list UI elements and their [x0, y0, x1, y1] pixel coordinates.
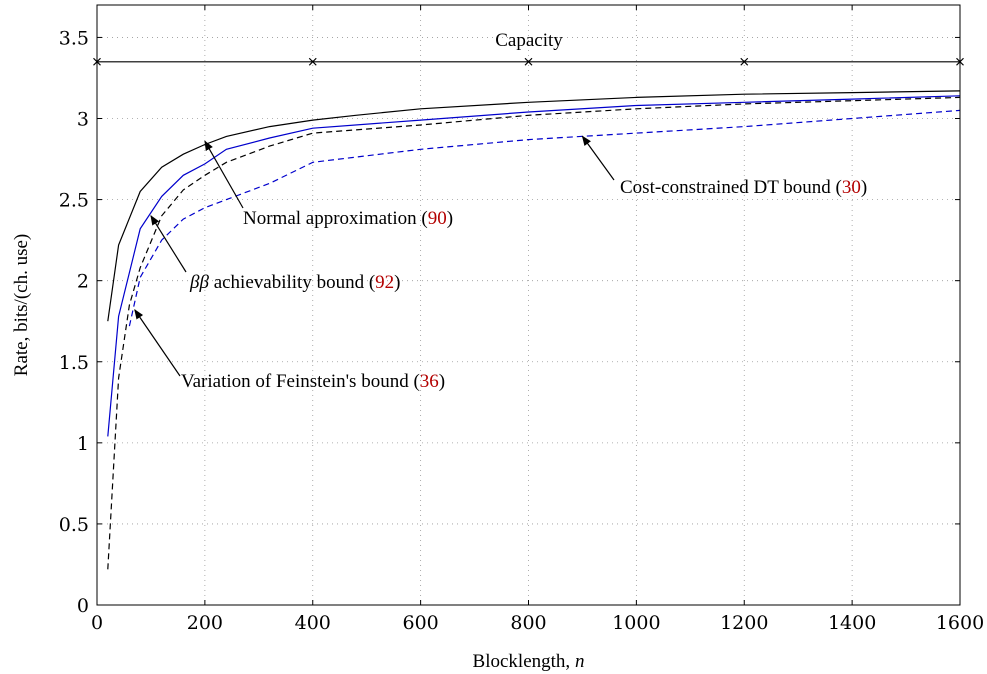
y-tick-label: 1.5: [59, 352, 89, 374]
x-tick-label: 800: [510, 612, 546, 634]
annotation-normal-approximation: Normal approximation (90): [243, 208, 453, 229]
capacity-marker: [308, 57, 317, 66]
grid: [97, 5, 960, 605]
arrow-normal-approximation: [204, 140, 244, 209]
x-tick-label: 600: [402, 612, 438, 634]
x-tick-label: 400: [295, 612, 331, 634]
series-layer: [93, 57, 964, 570]
x-tick-label: 1400: [828, 612, 876, 634]
y-tick-label: 0: [77, 595, 89, 617]
capacity-marker: [524, 57, 533, 66]
x-axis-label: Blocklength, n: [473, 651, 585, 672]
arrow-dt-bound: [581, 135, 615, 181]
x-tick-label: 1200: [720, 612, 768, 634]
y-tick-label: 2: [77, 271, 89, 293]
x-tick-label: 200: [187, 612, 223, 634]
capacity-marker: [740, 57, 749, 66]
annotations: [134, 135, 615, 377]
y-tick-label: 2.5: [59, 190, 89, 212]
ticks: 0 200 400 600 800 1000 1200 1400 1600 0 0.5 1 1.5 2 2.…: [59, 5, 984, 634]
y-tick-label: 1: [77, 433, 89, 455]
x-tick-label: 0: [91, 612, 103, 634]
y-tick-label: 3.5: [59, 27, 89, 49]
series-line-2: [107, 95, 961, 437]
annotation-dt-bound: Cost-constrained DT bound (30): [620, 177, 867, 198]
annotation-feinstein-bound: Variation of Feinstein's bound (36): [181, 371, 445, 392]
arrow-feinstein-bound: [134, 309, 181, 377]
x-tick-label: 1000: [612, 612, 660, 634]
x-tick-label: 1600: [936, 612, 984, 634]
series-line-4: [128, 109, 961, 327]
annotation-capacity: Capacity: [495, 30, 563, 51]
y-axis-label: Rate, bits/(ch. use): [11, 234, 32, 376]
y-tick-label: 3: [77, 109, 89, 131]
series-line-1: [107, 90, 961, 322]
annotation-bb-achievability: ββ achievability bound (92): [189, 272, 400, 293]
arrow-bb-achievability: [150, 214, 187, 273]
series-line-3: [107, 96, 961, 570]
y-tick-label: 0.5: [59, 514, 89, 536]
